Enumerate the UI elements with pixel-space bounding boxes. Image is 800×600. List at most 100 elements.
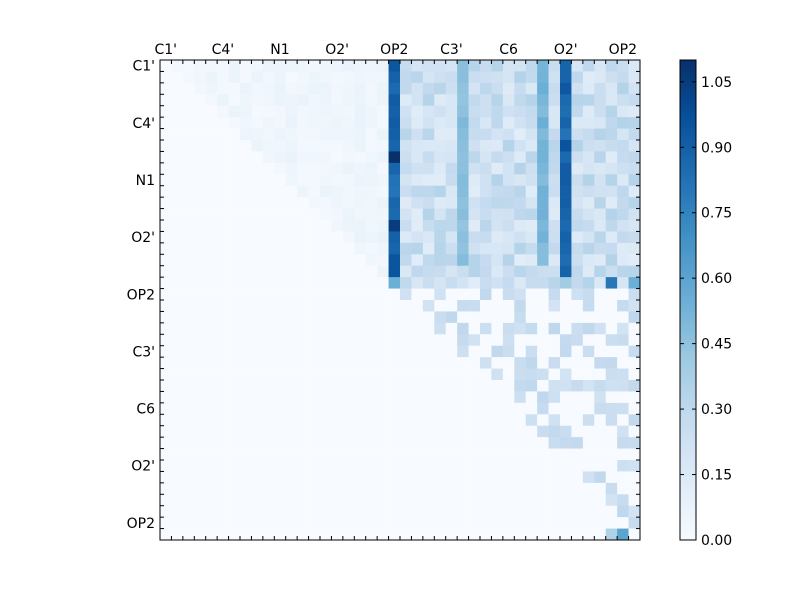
colorbar-ticks: 0.000.150.300.450.600.750.901.05 bbox=[680, 75, 732, 549]
heatmap-cell bbox=[617, 288, 629, 301]
heatmap-cell bbox=[628, 414, 641, 427]
heatmap-cell bbox=[400, 300, 412, 312]
heatmap-cell bbox=[434, 162, 447, 175]
heatmap-cell bbox=[594, 94, 607, 107]
heatmap-cell bbox=[274, 517, 287, 529]
heatmap-cell bbox=[228, 288, 241, 301]
heatmap-cell bbox=[571, 528, 584, 541]
heatmap-cell bbox=[228, 140, 241, 152]
heatmap-cell bbox=[411, 140, 424, 152]
heatmap-cell bbox=[491, 277, 504, 289]
heatmap-cell bbox=[194, 391, 207, 404]
heatmap-cell bbox=[582, 162, 595, 175]
heatmap-cell bbox=[605, 105, 618, 118]
heatmap-cell bbox=[342, 391, 355, 404]
heatmap-cell bbox=[434, 208, 447, 221]
heatmap-cell bbox=[377, 391, 389, 404]
heatmap-cell bbox=[457, 117, 469, 129]
heatmap-cell bbox=[605, 334, 618, 347]
heatmap-cell bbox=[342, 185, 355, 198]
heatmap-cell bbox=[617, 460, 629, 472]
heatmap-cell bbox=[422, 471, 435, 484]
heatmap-cell bbox=[411, 220, 424, 232]
heatmap-cell bbox=[457, 345, 469, 358]
heatmap-cell bbox=[434, 345, 447, 358]
heatmap-cell bbox=[582, 380, 595, 392]
heatmap-cell bbox=[525, 151, 538, 164]
heatmap-cell bbox=[628, 334, 641, 347]
heatmap-cell bbox=[274, 482, 287, 495]
heatmap-cell bbox=[377, 105, 389, 118]
heatmap-cell bbox=[480, 357, 492, 369]
heatmap-cell bbox=[297, 71, 309, 84]
heatmap-cell bbox=[320, 174, 332, 187]
heatmap-cell bbox=[228, 94, 241, 107]
heatmap-cell bbox=[548, 368, 561, 381]
heatmap-cell bbox=[160, 140, 172, 152]
heatmap-cell bbox=[525, 242, 538, 255]
heatmap-cell bbox=[445, 528, 458, 541]
heatmap-cell bbox=[354, 82, 367, 95]
heatmap-cell bbox=[388, 288, 401, 301]
heatmap-cell bbox=[400, 82, 412, 95]
heatmap-cell bbox=[388, 505, 401, 518]
heatmap-cell bbox=[377, 528, 389, 541]
heatmap-cell bbox=[617, 414, 629, 427]
heatmap-cell bbox=[594, 425, 607, 438]
heatmap-cell bbox=[594, 105, 607, 118]
heatmap-cell bbox=[331, 471, 344, 484]
heatmap-cell bbox=[537, 185, 549, 198]
heatmap-cell bbox=[434, 82, 447, 95]
heatmap-cell bbox=[628, 162, 641, 175]
heatmap-cell bbox=[377, 60, 389, 72]
heatmap-cell bbox=[628, 277, 641, 289]
heatmap-cell bbox=[297, 162, 309, 175]
heatmap-cell bbox=[480, 185, 492, 198]
heatmap-cell bbox=[171, 345, 184, 358]
heatmap-cell bbox=[422, 208, 435, 221]
heatmap-cell bbox=[251, 460, 264, 472]
heatmap-cell bbox=[320, 368, 332, 381]
heatmap-cell bbox=[262, 185, 275, 198]
heatmap-cell bbox=[617, 197, 629, 209]
heatmap-cell bbox=[548, 174, 561, 187]
heatmap-cell bbox=[582, 231, 595, 244]
heatmap-cells bbox=[160, 60, 641, 541]
heatmap-cell bbox=[560, 505, 572, 518]
heatmap-cell bbox=[434, 220, 447, 232]
heatmap-cell bbox=[514, 140, 527, 152]
heatmap-cell bbox=[171, 277, 184, 289]
heatmap-cell bbox=[365, 300, 378, 312]
heatmap-cell bbox=[560, 151, 572, 164]
heatmap-cell bbox=[388, 162, 401, 175]
heatmap-cell bbox=[502, 368, 515, 381]
heatmap-cell bbox=[537, 517, 549, 529]
heatmap-cell bbox=[205, 505, 218, 518]
heatmap-cell bbox=[445, 197, 458, 209]
heatmap-cell bbox=[491, 140, 504, 152]
heatmap-cell bbox=[251, 505, 264, 518]
heatmap-cell bbox=[560, 322, 572, 335]
heatmap-cell bbox=[308, 288, 321, 301]
heatmap-cell bbox=[194, 94, 207, 107]
heatmap-cell bbox=[342, 471, 355, 484]
heatmap-cell bbox=[171, 151, 184, 164]
heatmap-cell bbox=[628, 208, 641, 221]
heatmap-cell bbox=[468, 265, 481, 278]
heatmap-cell bbox=[240, 242, 252, 255]
heatmap-cell bbox=[182, 311, 195, 324]
heatmap-cell bbox=[297, 517, 309, 529]
heatmap-ticks bbox=[159, 59, 641, 541]
heatmap-cell bbox=[628, 402, 641, 415]
heatmap-cell bbox=[468, 300, 481, 312]
heatmap-cell bbox=[560, 94, 572, 107]
heatmap-cell bbox=[240, 220, 252, 232]
heatmap-cell bbox=[502, 448, 515, 461]
heatmap-cell bbox=[537, 60, 549, 72]
heatmap-cell bbox=[331, 368, 344, 381]
heatmap-cell bbox=[308, 437, 321, 449]
heatmap-cell bbox=[240, 151, 252, 164]
heatmap-cell bbox=[594, 517, 607, 529]
heatmap-cell bbox=[342, 402, 355, 415]
heatmap-cell bbox=[445, 174, 458, 187]
